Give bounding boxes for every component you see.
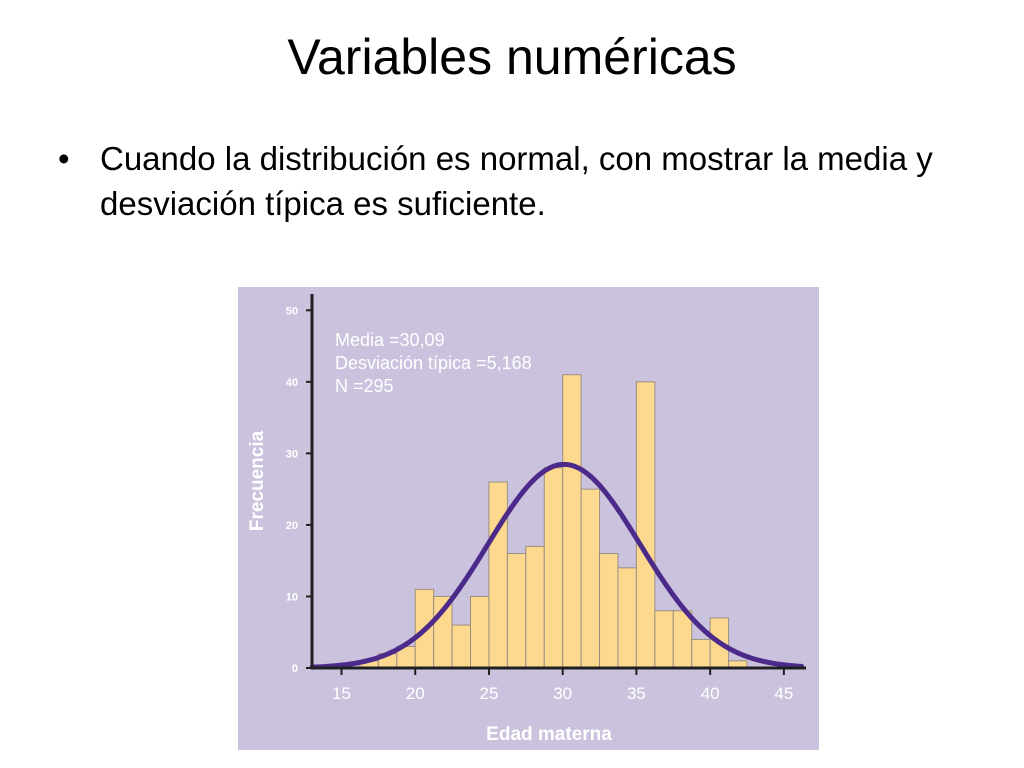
histogram-bar [525, 545, 545, 669]
y-ticks-group: 0 10 20 30 40 50 [286, 305, 312, 675]
x-tick-label: 45 [774, 684, 793, 703]
histogram-bar [635, 381, 656, 669]
x-ticks-group: 15 20 25 30 35 40 45 [332, 668, 793, 703]
annotation-n: N =295 [335, 376, 394, 396]
y-tick-label: 50 [286, 305, 298, 317]
histogram-bar [617, 567, 637, 669]
y-axis-label: Frecuencia [247, 430, 268, 531]
x-tick-label: 20 [406, 684, 425, 703]
histogram-chart: 0 10 20 30 40 50 15 20 25 30 35 40 45 Media =30,09 … [238, 287, 819, 750]
histogram-bar [488, 481, 508, 669]
x-axis-label: Edad materna [486, 724, 612, 745]
histogram-bar [599, 553, 619, 669]
histogram-bar [506, 553, 527, 669]
normal-curve [309, 461, 805, 670]
y-tick-label: 10 [286, 591, 298, 603]
bullet-item: • Cuando la distribución es normal, con … [58, 136, 978, 226]
histogram-bar [654, 610, 674, 669]
bullet-dot-icon: • [58, 140, 70, 177]
x-tick-label: 25 [479, 684, 498, 703]
histogram-bar [543, 467, 564, 669]
annotation-mean: Media =30,09 [335, 330, 445, 350]
histogram-bar [580, 488, 601, 669]
slide-title: Variables numéricas [287, 29, 737, 85]
y-tick-label: 40 [286, 377, 298, 389]
chart-background [238, 287, 819, 750]
histogram-bar [451, 624, 472, 669]
histogram-bar [562, 374, 582, 669]
annotation-sd: Desviación típica =5,168 [335, 353, 532, 373]
y-tick-label: 20 [286, 520, 298, 532]
x-tick-label: 40 [701, 684, 720, 703]
y-tick-label: 0 [292, 663, 298, 675]
x-tick-label: 35 [627, 684, 646, 703]
bullet-text: Cuando la distribución es normal, con mo… [100, 140, 933, 222]
histogram-bar [691, 638, 711, 669]
histogram-bar [470, 595, 490, 669]
x-tick-label: 30 [553, 684, 572, 703]
bars-group [359, 374, 748, 669]
x-tick-label: 15 [332, 684, 351, 703]
histogram-bar [672, 610, 693, 669]
y-tick-label: 30 [286, 448, 298, 460]
